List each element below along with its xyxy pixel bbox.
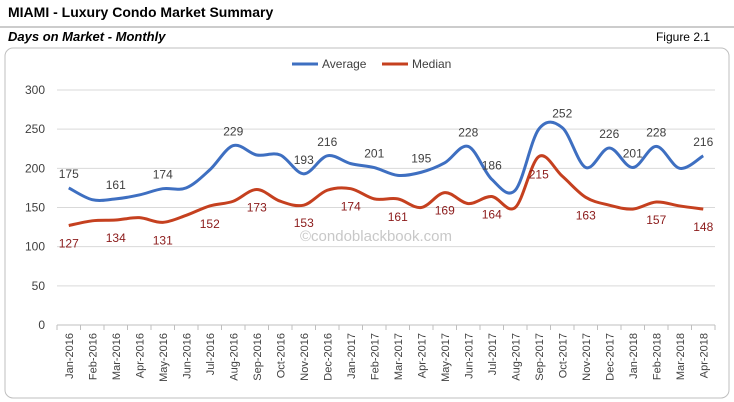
x-tick-label: May-2016: [158, 333, 170, 382]
x-tick-label: Feb-2016: [87, 333, 99, 380]
data-label: 152: [200, 217, 220, 231]
x-tick-label: Dec-2016: [322, 333, 334, 381]
x-tick-label: Aug-2016: [228, 333, 240, 381]
data-label: 216: [693, 135, 713, 149]
x-tick-label: Oct-2017: [557, 333, 569, 378]
watermark: ©condoblackbook.com: [300, 228, 452, 245]
data-label: 193: [294, 153, 314, 167]
y-tick-label: 150: [25, 201, 45, 215]
legend-label: Median: [412, 57, 451, 71]
data-label: 153: [294, 216, 314, 230]
data-label: 169: [435, 204, 455, 218]
y-tick-label: 300: [25, 83, 45, 97]
data-label: 127: [59, 237, 79, 251]
chart-frame: [4, 47, 730, 399]
chart-title: MIAMI - Luxury Condo Market Summary: [8, 4, 273, 20]
x-tick-label: Mar-2017: [393, 333, 405, 380]
x-tick-label: Dec-2017: [604, 333, 616, 381]
x-tick-label: Apr-2016: [134, 333, 146, 378]
x-tick-label: Aug-2017: [510, 333, 522, 381]
data-label: 226: [599, 127, 619, 141]
series-line: [68, 154, 704, 227]
x-tick-label: Sep-2016: [252, 333, 264, 381]
data-label: 186: [482, 158, 502, 172]
x-tick-label: Mar-2016: [111, 333, 123, 380]
x-tick-label: Nov-2016: [299, 333, 311, 381]
legend-label: Average: [322, 57, 367, 71]
x-tick-label: Apr-2017: [416, 333, 428, 378]
data-label: 215: [529, 168, 549, 182]
data-label: 148: [693, 220, 713, 234]
data-label: 164: [482, 208, 502, 222]
y-tick-label: 50: [32, 279, 46, 293]
data-label: 216: [317, 135, 337, 149]
data-label: 131: [153, 233, 173, 247]
data-label: 161: [388, 210, 408, 224]
data-label: 163: [576, 208, 596, 222]
y-tick-label: 100: [25, 240, 45, 254]
data-label: 174: [153, 168, 173, 182]
x-tick-label: Mar-2018: [675, 333, 687, 380]
y-tick-label: 250: [25, 122, 45, 136]
x-tick-label: Jan-2018: [628, 333, 640, 379]
x-tick-label: Jan-2016: [64, 333, 76, 379]
x-tick-label: Sep-2017: [534, 333, 546, 381]
data-label: 228: [646, 125, 666, 139]
x-tick-label: Jul-2017: [487, 333, 499, 375]
x-tick-label: Feb-2018: [651, 333, 663, 380]
y-tick-label: 200: [25, 161, 45, 175]
data-label: 201: [623, 147, 643, 161]
data-label: 195: [411, 151, 431, 165]
x-tick-label: Jul-2016: [205, 333, 217, 375]
data-label: 229: [223, 125, 243, 139]
x-tick-label: Jun-2016: [181, 333, 193, 379]
chart-subtitle: Days on Market - Monthly: [8, 29, 166, 44]
x-tick-label: Jan-2017: [346, 333, 358, 379]
series-line: [68, 120, 705, 202]
data-label: 174: [341, 200, 361, 214]
data-label: 228: [458, 125, 478, 139]
x-tick-label: Feb-2017: [369, 333, 381, 380]
data-label: 175: [59, 167, 79, 181]
data-label: 173: [247, 200, 267, 214]
data-label: 134: [106, 231, 126, 245]
x-tick-label: Apr-2018: [698, 333, 710, 378]
data-label: 201: [364, 147, 384, 161]
x-tick-label: May-2017: [440, 333, 452, 382]
data-label: 161: [106, 178, 126, 192]
figure-label: Figure 2.1: [656, 30, 710, 44]
x-tick-label: Jun-2017: [463, 333, 475, 379]
data-label: 252: [552, 107, 572, 121]
x-tick-label: Nov-2017: [581, 333, 593, 381]
data-label: 157: [646, 213, 666, 227]
x-tick-label: Oct-2016: [275, 333, 287, 378]
y-tick-label: 0: [38, 318, 45, 332]
